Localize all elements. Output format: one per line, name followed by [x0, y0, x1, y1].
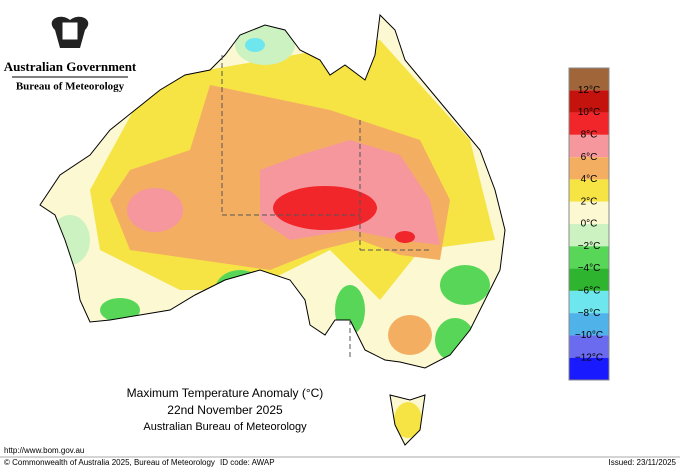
map-date: 22nd November 2025	[167, 403, 283, 417]
legend-label: 2°C	[581, 196, 598, 207]
legend-swatch	[569, 224, 609, 247]
legend-label: 8°C	[581, 129, 598, 140]
legend-swatch	[569, 335, 609, 358]
crest	[51, 16, 89, 48]
legend: 12°C 10°C 8°C 6°C 4°C 2°C 0°C −2°C −4°C −6°C −8°C −…	[568, 67, 610, 381]
legend-label: 12°C	[578, 85, 600, 96]
legend-swatch	[569, 112, 609, 135]
map-title: Maximum Temperature Anomaly (°C)	[127, 386, 324, 400]
legend-swatch	[569, 357, 609, 380]
bureau: Bureau of Meteorology	[16, 81, 125, 93]
legend-swatch	[569, 90, 609, 113]
legend-label: 6°C	[581, 152, 598, 163]
footer-copyright: © Commonwealth of Australia 2025, Bureau…	[4, 458, 215, 467]
legend-swatch	[569, 68, 609, 91]
legend-label: −2°C	[578, 241, 601, 252]
legend-label: −6°C	[578, 285, 601, 296]
map-source: Australian Bureau of Meteorology	[143, 421, 307, 433]
anomaly-map	[40, 15, 505, 445]
legend-label: 0°C	[581, 219, 598, 230]
state-borders	[221, 55, 430, 360]
legend-label: −10°C	[575, 330, 603, 341]
legend-label: −12°C	[575, 352, 603, 363]
legend-label: 10°C	[578, 107, 600, 118]
footer-issued: Issued: 23/11/2025	[609, 458, 677, 467]
legend-swatch	[569, 134, 609, 158]
legend-swatch	[569, 179, 609, 202]
agency: Australian Government	[4, 59, 137, 74]
legend-swatch	[569, 313, 609, 336]
legend-swatch	[569, 268, 609, 291]
legend-swatch	[569, 246, 609, 269]
legend-swatch	[569, 290, 609, 314]
footer-id: ID code: AWAP	[220, 458, 275, 467]
legend-swatch	[569, 201, 609, 224]
legend-label: 4°C	[581, 174, 598, 185]
legend-swatch	[569, 157, 609, 180]
legend-frame	[568, 67, 610, 381]
legend-label: −8°C	[578, 308, 601, 319]
footer-url: http://www.bom.gov.au	[4, 446, 84, 455]
legend-label: −4°C	[578, 263, 601, 274]
